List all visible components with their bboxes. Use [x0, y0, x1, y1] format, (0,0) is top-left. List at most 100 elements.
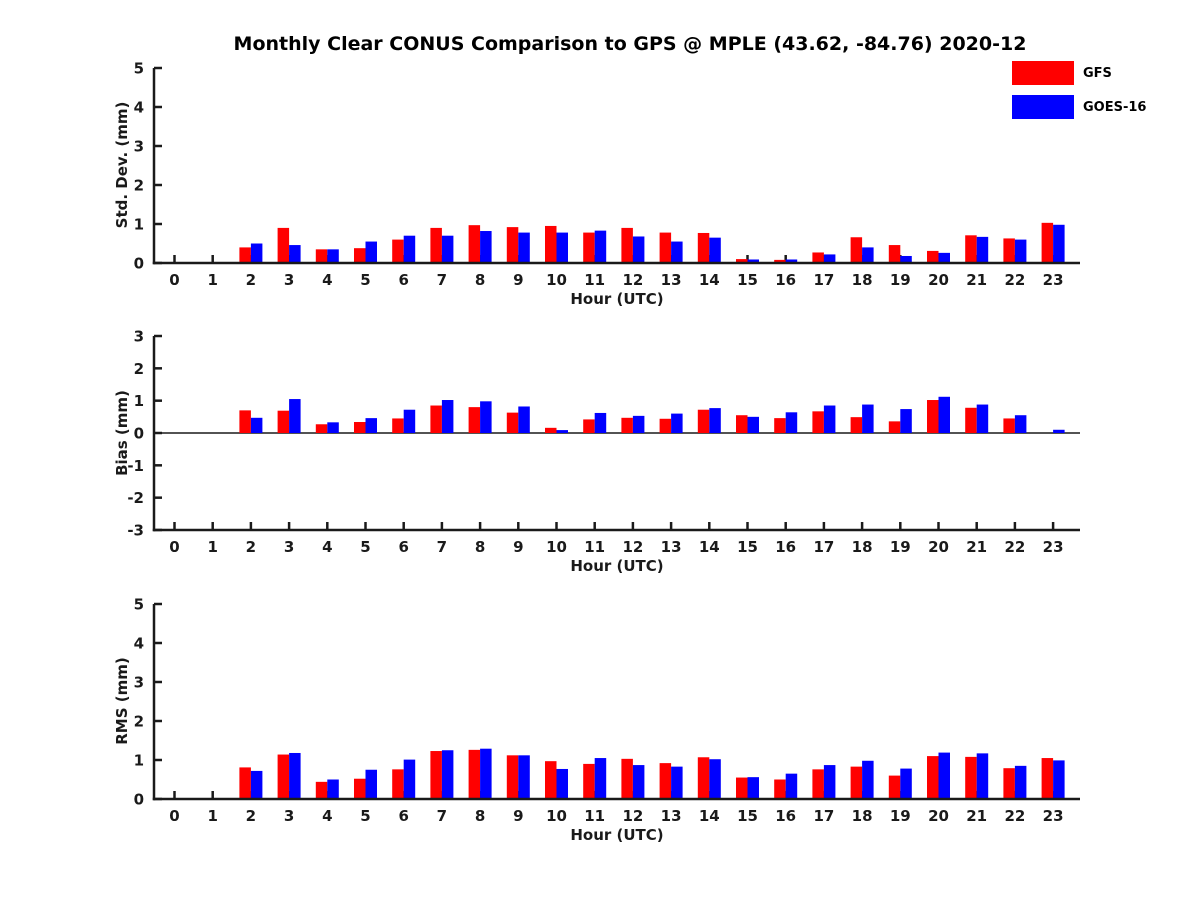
bar-gfs-h23	[1041, 222, 1054, 263]
bar-gfs-h10	[545, 225, 557, 263]
bar-goes-16-h8	[480, 748, 492, 799]
x-tick-label: 7	[437, 538, 447, 556]
stddev-y-axis-label: Std. Dev. (mm)	[113, 101, 131, 229]
x-tick-label: 15	[737, 538, 758, 556]
legend-item-gfs: GFS	[1012, 61, 1146, 85]
y-tick-label: 1	[134, 752, 144, 770]
x-tick-label: 14	[699, 807, 720, 825]
y-tick-label: 5	[134, 596, 144, 614]
bar-goes-16-h6	[403, 409, 416, 433]
bar-gfs-h7	[430, 227, 442, 263]
bar-gfs-h21	[965, 407, 977, 433]
x-tick-label: 11	[584, 271, 605, 289]
bar-goes-16-h16	[785, 259, 798, 263]
x-tick-label: 23	[1043, 538, 1064, 556]
bar-gfs-h9	[506, 412, 519, 433]
bar-goes-16-h13	[671, 766, 683, 799]
bar-gfs-h13	[659, 418, 672, 433]
bar-goes-16-h6	[403, 759, 416, 799]
x-tick-label: 1	[207, 807, 217, 825]
x-tick-label: 21	[966, 807, 987, 825]
bar-goes-16-h9	[518, 755, 530, 799]
bar-goes-16-h5	[365, 769, 377, 799]
x-tick-label: 19	[890, 538, 911, 556]
bar-gfs-h23	[1041, 758, 1054, 799]
bar-gfs-h12	[621, 758, 633, 799]
rms-y-axis-label: RMS (mm)	[113, 657, 131, 745]
bar-goes-16-h7	[441, 750, 454, 799]
bar-gfs-h17	[812, 769, 824, 799]
bar-goes-16-h9	[518, 232, 530, 263]
bar-gfs-h2	[239, 247, 251, 263]
x-tick-label: 10	[546, 538, 567, 556]
bar-goes-16-h20	[938, 396, 950, 433]
bar-goes-16-h19	[900, 409, 912, 433]
bar-gfs-h17	[812, 411, 824, 433]
x-tick-label: 8	[475, 271, 485, 289]
x-tick-label: 3	[284, 271, 294, 289]
x-tick-label: 16	[775, 538, 796, 556]
stddev-x-axis-label: Hour (UTC)	[570, 290, 664, 308]
bar-gfs-h11	[583, 763, 595, 799]
x-tick-label: 10	[546, 807, 567, 825]
x-tick-label: 14	[699, 271, 720, 289]
x-tick-label: 0	[169, 271, 179, 289]
figure-title: Monthly Clear CONUS Comparison to GPS @ …	[233, 33, 1027, 55]
y-tick-label: 4	[134, 635, 144, 653]
x-tick-label: 2	[246, 271, 256, 289]
x-tick-label: 22	[1004, 271, 1025, 289]
bar-goes-16-h13	[671, 413, 683, 433]
x-tick-label: 17	[813, 271, 834, 289]
bar-goes-16-h3	[289, 399, 301, 433]
x-tick-label: 15	[737, 271, 758, 289]
bar-gfs-h15	[736, 415, 748, 433]
x-tick-label: 3	[284, 538, 294, 556]
x-tick-label: 19	[890, 807, 911, 825]
bar-goes-16-h4	[327, 249, 339, 263]
x-tick-label: 9	[513, 807, 523, 825]
x-tick-label: 23	[1043, 271, 1064, 289]
bar-gfs-h13	[659, 763, 672, 799]
bar-goes-16-h7	[441, 400, 454, 433]
bar-goes-16-h23	[1053, 224, 1065, 263]
bar-gfs-h19	[888, 421, 901, 433]
bar-goes-16-h21	[976, 236, 989, 263]
bar-gfs-h22	[1003, 238, 1015, 263]
x-tick-label: 5	[360, 538, 370, 556]
bar-gfs-h14	[697, 409, 710, 433]
bar-goes-16-h4	[327, 779, 339, 799]
x-tick-label: 19	[890, 271, 911, 289]
bar-goes-16-h2	[250, 417, 263, 433]
y-tick-label: 3	[134, 138, 144, 156]
bar-gfs-h19	[888, 775, 901, 799]
bar-goes-16-h2	[250, 770, 263, 799]
x-tick-label: 5	[360, 807, 370, 825]
bar-goes-16-h12	[632, 236, 645, 263]
x-tick-label: 16	[775, 807, 796, 825]
y-tick-label: 0	[134, 255, 144, 273]
bar-goes-16-h10	[556, 430, 568, 433]
y-tick-label: 5	[134, 60, 144, 78]
bar-gfs-h7	[430, 751, 442, 799]
y-tick-label: -2	[127, 489, 144, 507]
x-tick-label: 0	[169, 538, 179, 556]
x-tick-label: 20	[928, 538, 949, 556]
bar-goes-16-h14	[709, 759, 721, 799]
bar-goes-16-h15	[747, 259, 759, 263]
bar-gfs-h10	[545, 761, 557, 799]
x-tick-label: 20	[928, 271, 949, 289]
x-tick-label: 11	[584, 807, 605, 825]
x-tick-label: 6	[398, 271, 408, 289]
bar-gfs-h6	[392, 239, 404, 263]
x-tick-label: 7	[437, 271, 447, 289]
bar-gfs-h5	[354, 778, 366, 799]
bar-gfs-h5	[354, 248, 366, 263]
bar-gfs-h22	[1003, 418, 1015, 433]
x-tick-label: 7	[437, 807, 447, 825]
legend-item-goes16: GOES-16	[1012, 95, 1146, 119]
bar-gfs-h22	[1003, 768, 1015, 799]
x-tick-label: 9	[513, 538, 523, 556]
x-tick-label: 1	[207, 271, 217, 289]
bar-goes-16-h17	[823, 254, 836, 263]
